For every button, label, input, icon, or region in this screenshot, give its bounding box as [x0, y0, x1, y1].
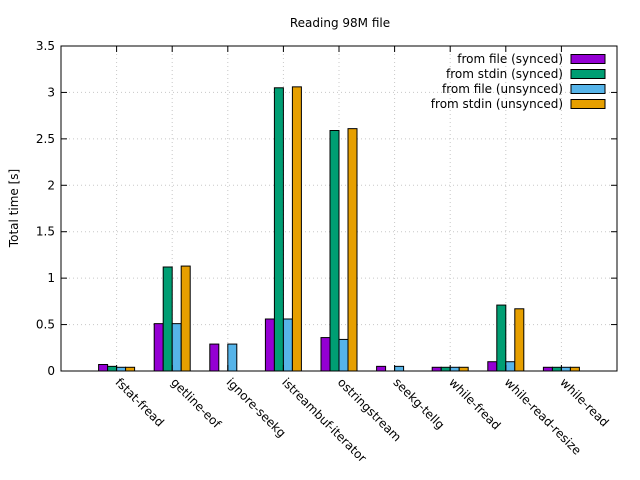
bar: [347, 128, 358, 372]
legend-swatch: [570, 54, 606, 64]
legend-label: from file (synced): [457, 52, 563, 66]
bar: [440, 366, 451, 372]
y-tick-label: 0.5: [36, 318, 55, 332]
legend-label: from stdin (synced): [446, 67, 563, 81]
bar: [273, 87, 284, 372]
bar: [487, 361, 498, 372]
y-tick-label: 2: [47, 178, 55, 192]
x-tick-label: ignore-seekg: [224, 375, 289, 440]
grid: [61, 46, 617, 371]
y-tick-label: 0: [47, 364, 55, 378]
bar: [162, 266, 173, 372]
bar: [449, 366, 460, 372]
x-tick-label: while-fread: [446, 375, 503, 432]
y-tick-label: 3: [47, 85, 55, 99]
bar: [264, 318, 275, 372]
x-tick-label: fstat-fread: [112, 375, 166, 429]
bar: [125, 366, 136, 372]
y-tick-label: 1: [47, 271, 55, 285]
bar: [153, 323, 164, 372]
y-tick-label: 2.5: [36, 132, 55, 146]
x-tick-label: while-read: [557, 375, 611, 429]
legend-swatch: [570, 99, 606, 109]
legend-label: from stdin (unsynced): [431, 97, 563, 111]
legend-swatch: [570, 84, 606, 94]
y-tick-label: 1.5: [36, 225, 55, 239]
bar: [291, 86, 302, 372]
bar: [282, 318, 293, 372]
bar: [227, 343, 238, 372]
bar: [116, 366, 127, 372]
bar: [542, 366, 553, 372]
bar: [98, 364, 109, 372]
bar: [514, 308, 525, 372]
bar: [551, 366, 562, 372]
bar: [376, 365, 387, 372]
bar: [338, 338, 349, 372]
bar: [171, 323, 182, 372]
bar: [458, 366, 469, 372]
bars: [98, 86, 580, 372]
legend: from file (synced)from stdin (synced)fro…: [431, 52, 606, 111]
chart-title: Reading 98M file: [290, 16, 390, 30]
y-tick-label: 3.5: [36, 39, 55, 53]
legend-swatch: [570, 69, 606, 79]
bar: [394, 365, 405, 372]
bar: [180, 265, 191, 372]
bar: [107, 365, 118, 372]
bar: [329, 130, 340, 372]
bar: [431, 366, 442, 372]
bar: [320, 337, 331, 372]
y-axis-label: Total time [s]: [7, 169, 21, 248]
bar: [209, 343, 220, 372]
x-tick-label: getline-eof: [168, 375, 224, 431]
bar: [560, 366, 571, 372]
bar: [569, 366, 580, 372]
x-tick-label: seekg-tellg: [390, 375, 447, 432]
legend-label: from file (unsynced): [442, 82, 563, 96]
bar: [505, 361, 516, 372]
bar: [496, 304, 507, 372]
